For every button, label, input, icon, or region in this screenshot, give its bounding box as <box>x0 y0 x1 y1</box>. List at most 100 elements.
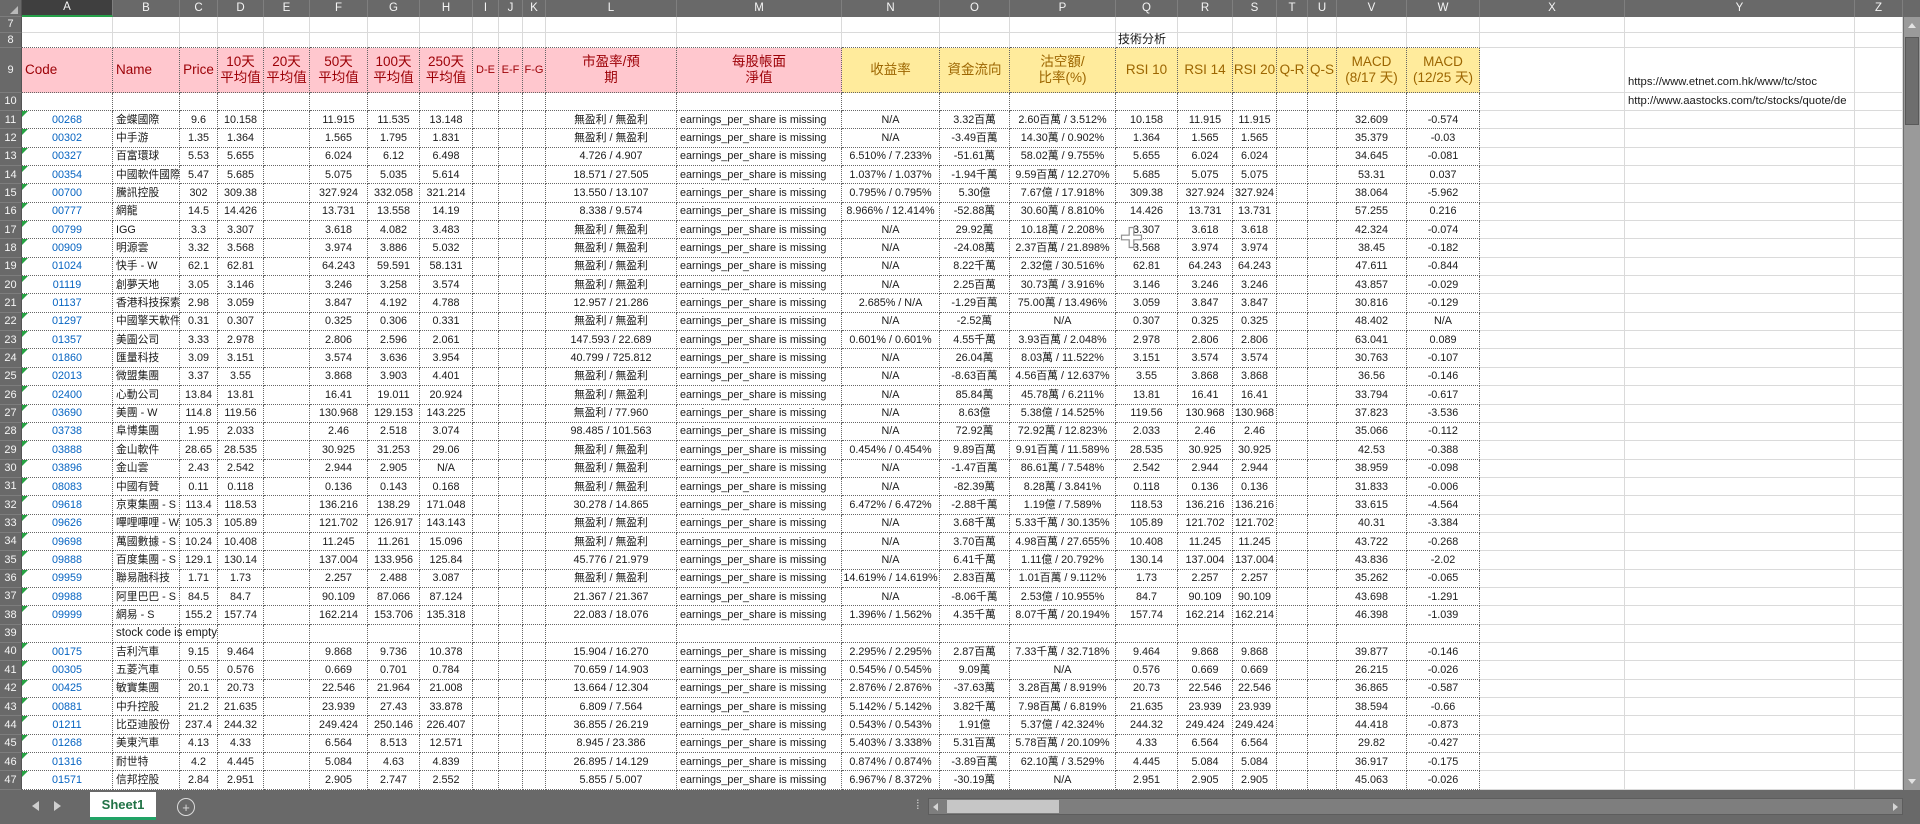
cell-L28[interactable]: 98.485 / 101.563 <box>546 422 677 442</box>
cell-V14[interactable]: 53.31 <box>1337 166 1407 185</box>
cell-D33[interactable]: 105.89 <box>218 514 264 533</box>
cell-Z42[interactable] <box>1855 679 1903 698</box>
cell-X40[interactable] <box>1480 642 1625 662</box>
cell-Q27[interactable]: 119.56 <box>1116 404 1178 423</box>
cell-M12[interactable]: earnings_per_share is missing <box>677 129 842 148</box>
cell-A32[interactable]: 09618 <box>22 496 113 515</box>
cell-E40[interactable] <box>264 642 310 662</box>
cell-W38[interactable]: -1.039 <box>1407 606 1480 625</box>
cell-H35[interactable]: 125.84 <box>420 551 473 570</box>
cell-N10[interactable] <box>842 93 940 111</box>
cell-S46[interactable]: 5.084 <box>1233 753 1277 772</box>
cell-T11[interactable] <box>1277 111 1308 130</box>
cell-V42[interactable]: 36.865 <box>1337 679 1407 698</box>
cell-Z36[interactable] <box>1855 569 1903 588</box>
cell-P37[interactable]: 2.53億 / 10.955% <box>1010 587 1116 607</box>
cell-M33[interactable]: earnings_per_share is missing <box>677 514 842 533</box>
cell-E28[interactable] <box>264 422 310 442</box>
cell-V15[interactable]: 38.064 <box>1337 184 1407 203</box>
column-header-Y[interactable]: Y <box>1625 0 1855 17</box>
cell-O39[interactable] <box>940 624 1010 643</box>
cell-C24[interactable]: 3.09 <box>180 349 218 368</box>
cell-I29[interactable] <box>473 441 499 460</box>
column-header-H[interactable]: H <box>420 0 473 17</box>
cell-S9[interactable]: RSI 20 <box>1233 48 1277 93</box>
cell-I14[interactable] <box>473 166 499 185</box>
cell-Y45[interactable] <box>1625 734 1855 754</box>
cell-I16[interactable] <box>473 202 499 222</box>
row-header-42[interactable]: 42 <box>0 679 22 698</box>
cell-E46[interactable] <box>264 753 310 772</box>
cell-H7[interactable] <box>420 17 473 33</box>
cell-C11[interactable]: 9.6 <box>180 111 218 130</box>
cell-P46[interactable]: 62.10萬 / 3.529% <box>1010 753 1116 772</box>
cell-S29[interactable]: 30.925 <box>1233 441 1277 460</box>
cell-C45[interactable]: 4.13 <box>180 734 218 754</box>
cell-Q25[interactable]: 3.55 <box>1116 367 1178 387</box>
cell-J17[interactable] <box>499 221 523 240</box>
cell-K34[interactable] <box>523 532 546 552</box>
cell-H10[interactable] <box>420 93 473 111</box>
cell-C19[interactable]: 62.1 <box>180 257 218 277</box>
cell-M15[interactable]: earnings_per_share is missing <box>677 184 842 203</box>
column-header-G[interactable]: G <box>368 0 420 17</box>
cell-V26[interactable]: 33.794 <box>1337 386 1407 405</box>
cell-R11[interactable]: 11.915 <box>1178 111 1233 130</box>
cell-Y11[interactable] <box>1625 111 1855 130</box>
cell-P12[interactable]: 14.30萬 / 0.902% <box>1010 129 1116 148</box>
cell-U8[interactable] <box>1308 33 1337 48</box>
cell-X14[interactable] <box>1480 166 1625 185</box>
row-header-25[interactable]: 25 <box>0 367 22 387</box>
cell-W45[interactable]: -0.427 <box>1407 734 1480 754</box>
cell-K8[interactable] <box>523 33 546 48</box>
cell-P42[interactable]: 3.28百萬 / 8.919% <box>1010 679 1116 698</box>
cell-B22[interactable]: 中國擎天軟件 <box>113 312 180 332</box>
column-header-I[interactable]: I <box>473 0 499 17</box>
cell-L9[interactable]: 市盈率/預 期 <box>546 48 677 93</box>
cell-J21[interactable] <box>499 294 523 313</box>
scroll-up-icon[interactable] <box>1908 23 1916 28</box>
cell-F24[interactable]: 3.574 <box>310 349 368 368</box>
cell-A11[interactable]: 00268 <box>22 111 113 130</box>
cell-J10[interactable] <box>499 93 523 111</box>
cell-U9[interactable]: Q-S <box>1308 48 1337 93</box>
cell-V30[interactable]: 38.959 <box>1337 459 1407 478</box>
cell-K22[interactable] <box>523 312 546 332</box>
cell-C38[interactable]: 155.2 <box>180 606 218 625</box>
cell-T40[interactable] <box>1277 642 1308 662</box>
cell-Y37[interactable] <box>1625 587 1855 607</box>
cell-O47[interactable]: -30.19萬 <box>940 771 1010 790</box>
row-header-36[interactable]: 36 <box>0 569 22 588</box>
cell-G19[interactable]: 59.591 <box>368 257 420 277</box>
column-header-N[interactable]: N <box>842 0 940 17</box>
cell-L43[interactable]: 6.809 / 7.564 <box>546 698 677 717</box>
cell-C16[interactable]: 14.5 <box>180 202 218 222</box>
cell-O22[interactable]: -2.52萬 <box>940 312 1010 332</box>
cell-Q44[interactable]: 244.32 <box>1116 716 1178 735</box>
cell-S19[interactable]: 64.243 <box>1233 257 1277 277</box>
cell-O34[interactable]: 3.70百萬 <box>940 532 1010 552</box>
cell-Y41[interactable] <box>1625 661 1855 680</box>
cell-W44[interactable]: -0.873 <box>1407 716 1480 735</box>
cell-M9[interactable]: 每股帳面 淨值 <box>677 48 842 93</box>
cell-P33[interactable]: 5.33千萬 / 30.135% <box>1010 514 1116 533</box>
cell-Z16[interactable] <box>1855 202 1903 222</box>
cell-G46[interactable]: 4.63 <box>368 753 420 772</box>
cell-O40[interactable]: 2.87百萬 <box>940 642 1010 662</box>
column-header-B[interactable]: B <box>113 0 180 17</box>
cell-R30[interactable]: 2.944 <box>1178 459 1233 478</box>
cell-G38[interactable]: 153.706 <box>368 606 420 625</box>
cell-N14[interactable]: 1.037% / 1.037% <box>842 166 940 185</box>
cell-I11[interactable] <box>473 111 499 130</box>
cell-A35[interactable]: 09888 <box>22 551 113 570</box>
cell-X47[interactable] <box>1480 771 1625 790</box>
cell-P41[interactable]: N/A <box>1010 661 1116 680</box>
cell-D31[interactable]: 0.118 <box>218 477 264 497</box>
cell-L36[interactable]: 無盈利 / 無盈利 <box>546 569 677 588</box>
cell-R29[interactable]: 30.925 <box>1178 441 1233 460</box>
cell-D41[interactable]: 0.576 <box>218 661 264 680</box>
cell-G28[interactable]: 2.518 <box>368 422 420 442</box>
cell-C36[interactable]: 1.71 <box>180 569 218 588</box>
cell-G15[interactable]: 332.058 <box>368 184 420 203</box>
cell-B25[interactable]: 微盟集團 <box>113 367 180 387</box>
